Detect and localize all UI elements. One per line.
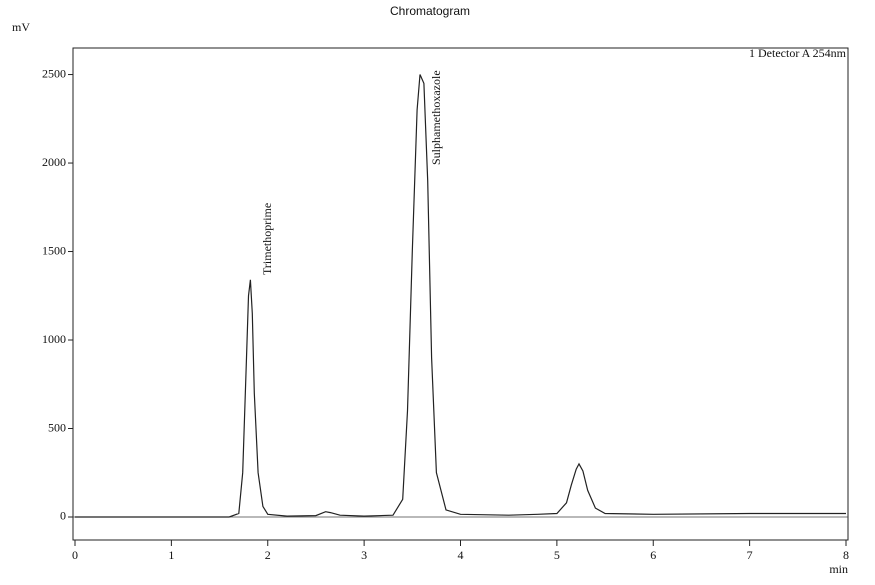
x-tick-label: 8 [843, 548, 849, 562]
y-tick-label: 2000 [42, 155, 66, 169]
y-tick-label: 1500 [42, 243, 66, 257]
x-tick-label: 1 [168, 548, 174, 562]
x-tick-label: 2 [265, 548, 271, 562]
plot-frame [72, 47, 849, 541]
y-axis-label: mV [12, 20, 30, 34]
x-tick-label: 7 [747, 548, 753, 562]
chart-title: Chromatogram [390, 4, 470, 18]
y-tick-label: 1000 [42, 332, 66, 346]
x-tick-label: 0 [72, 548, 78, 562]
legend: 1 Detector A 254nm [749, 46, 847, 60]
y-tick-label: 0 [60, 509, 66, 523]
peak-label: Trimethoprime [260, 203, 274, 275]
x-tick-label: 4 [458, 548, 464, 562]
y-tick-label: 500 [48, 420, 66, 434]
x-tick-label: 5 [554, 548, 560, 562]
y-tick-label: 2500 [42, 66, 66, 80]
x-tick-label: 6 [650, 548, 656, 562]
peak-label: Sulphamethoxazole [429, 70, 443, 165]
chromatogram-line [75, 74, 846, 518]
x-axis-label: min [829, 562, 848, 576]
x-tick-label: 3 [361, 548, 367, 562]
